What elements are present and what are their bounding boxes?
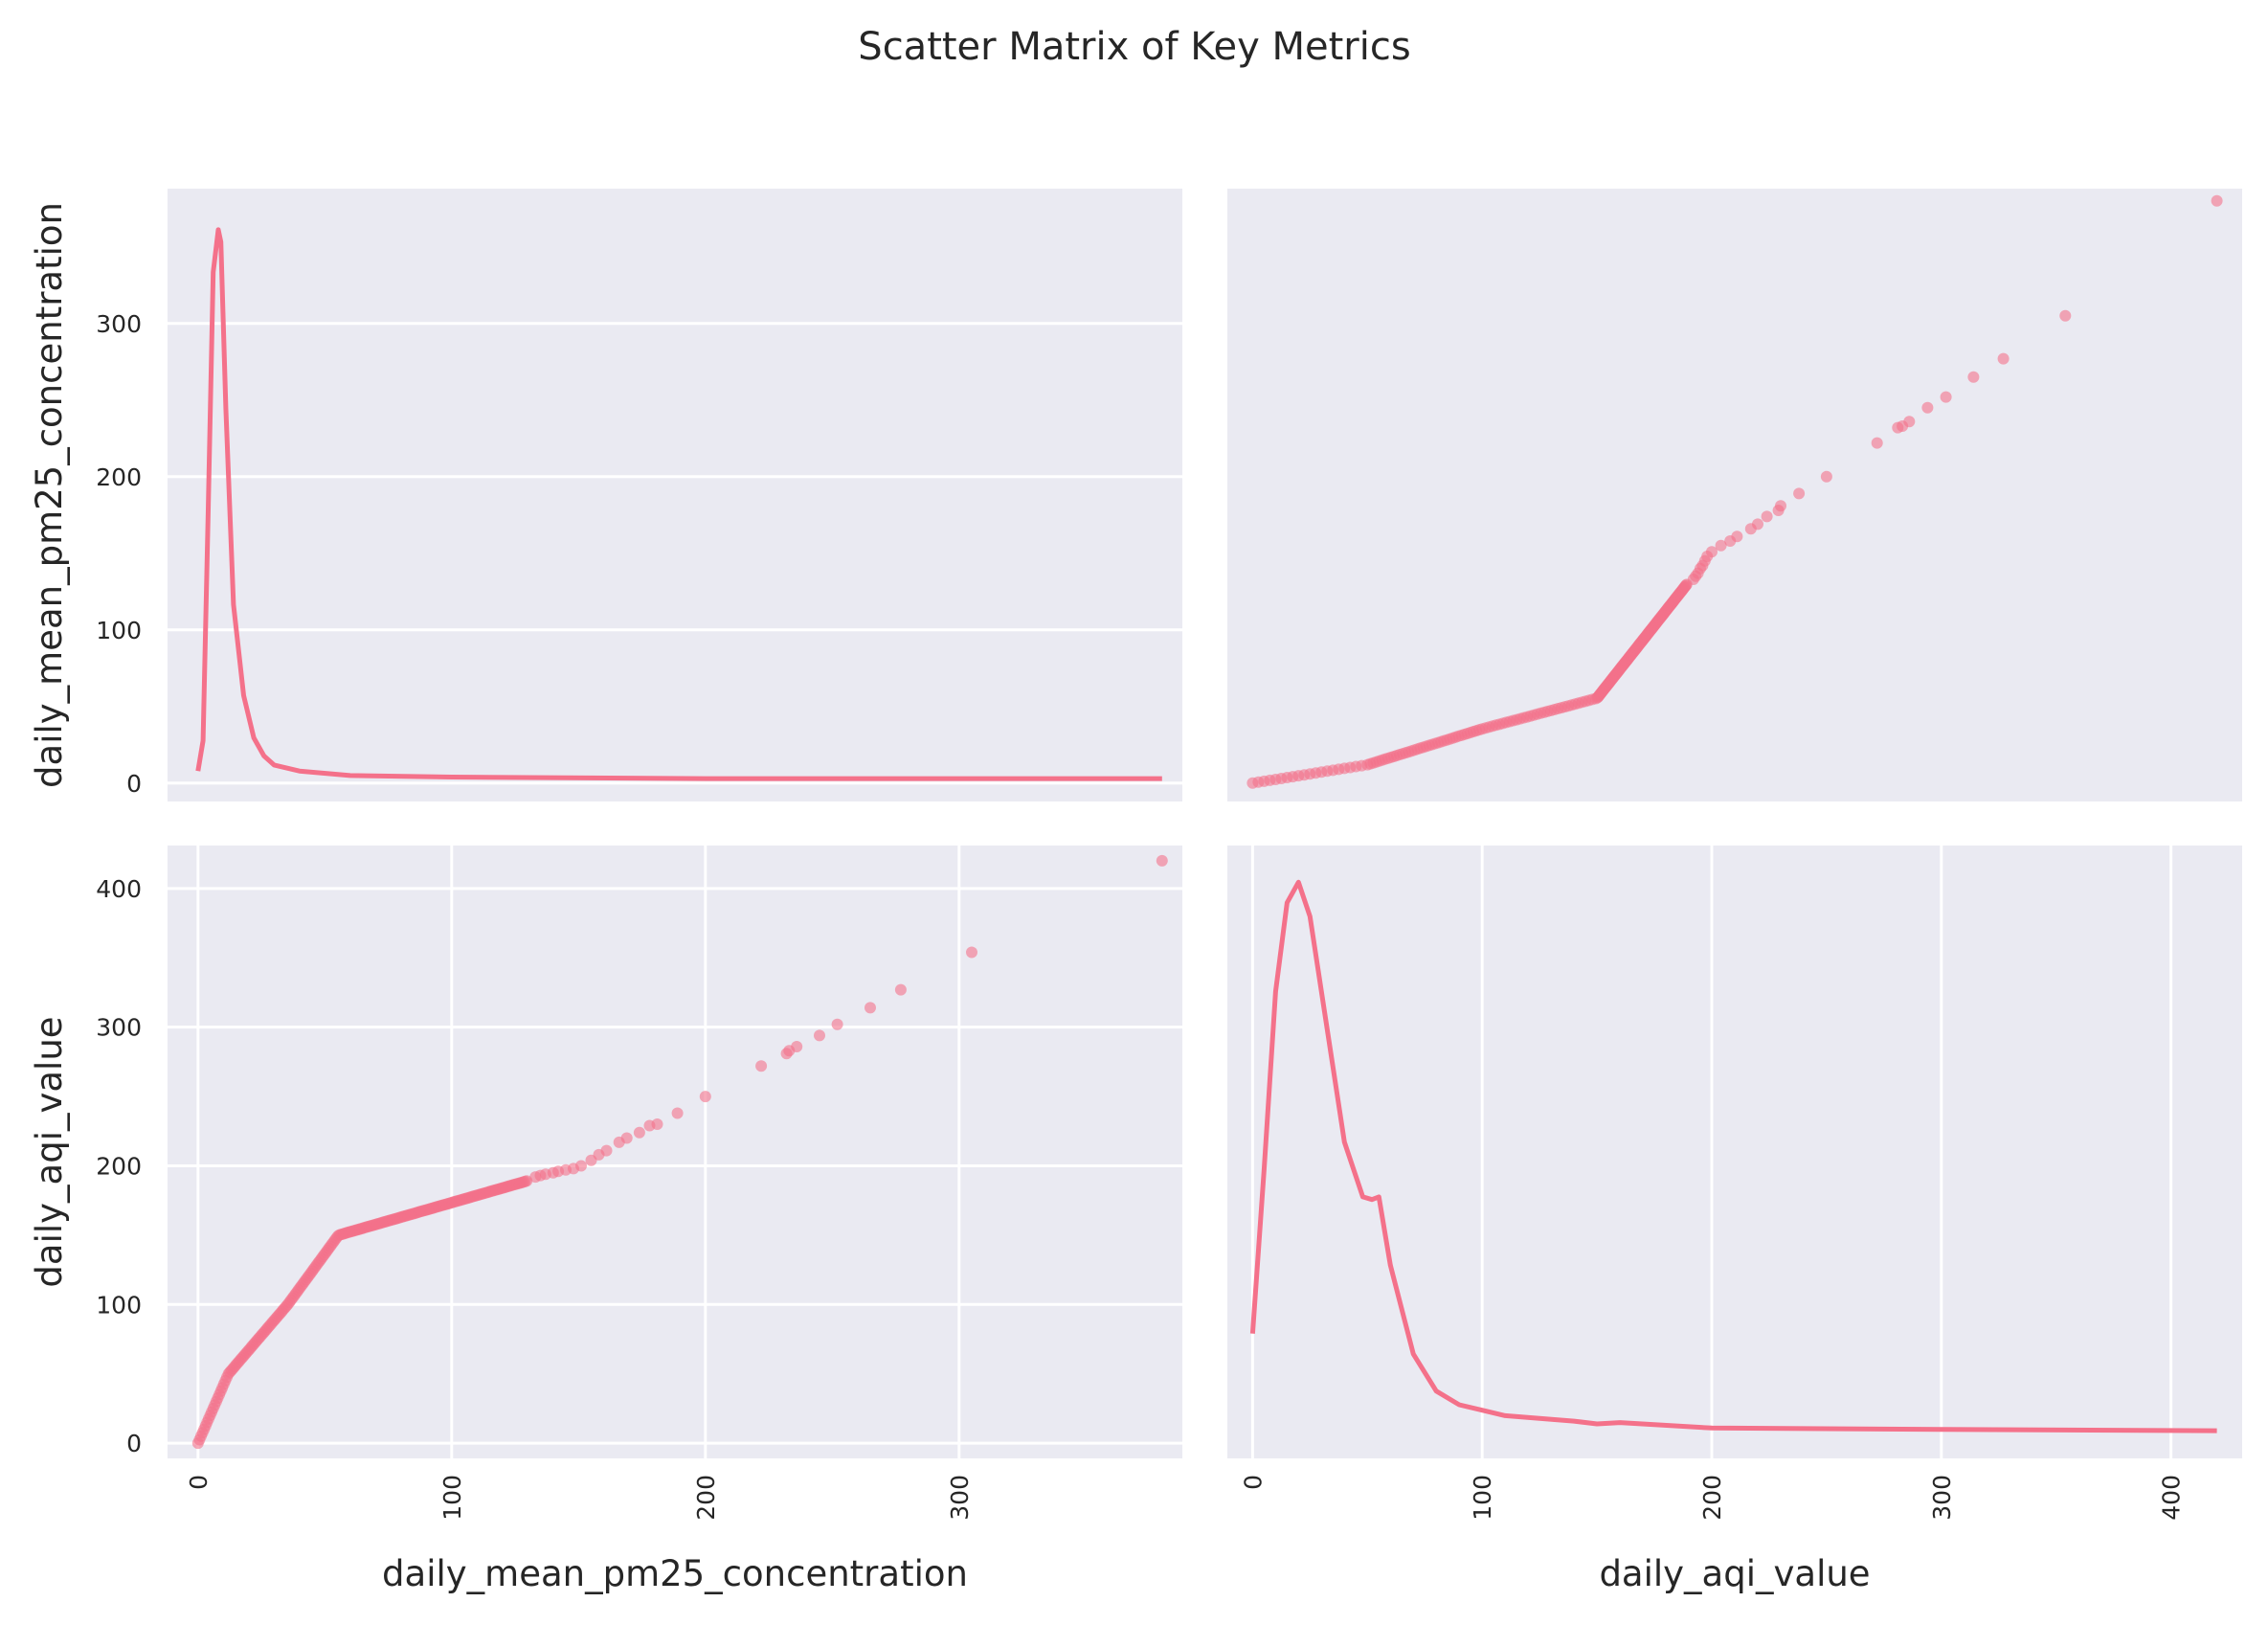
scatter-point: [633, 1126, 645, 1139]
y-tick-label: 300: [96, 1014, 142, 1042]
kde-curve-daily_aqi_value: [1249, 879, 2217, 1433]
x-tick-label: 300: [946, 1475, 974, 1521]
scatter-point: [814, 1029, 825, 1042]
scatter-point: [1903, 416, 1916, 428]
y-axis-label: daily_mean_pm25_concentration: [29, 202, 70, 788]
scatter-point: [966, 946, 977, 959]
axis-labels-layer: 0 100 200 300 0 100 200 300 400 0 100 200 300 0 100 200…: [29, 202, 2186, 1594]
scatter-point: [791, 1041, 803, 1052]
y-tick-label: 100: [96, 1291, 142, 1319]
y-axis-label: daily_aqi_value: [29, 1016, 70, 1287]
x-axis-label: daily_aqi_value: [1599, 1553, 1870, 1594]
y-tick-label: 100: [96, 617, 142, 644]
x-tick-label: 200: [692, 1475, 720, 1521]
x-tick-label: 400: [2158, 1475, 2186, 1521]
scatter-point: [575, 1160, 587, 1172]
panels-layer: [168, 189, 2242, 1458]
x-tick-label: 100: [438, 1475, 466, 1521]
scatter-point: [620, 1132, 633, 1144]
scatter-point: [521, 1175, 533, 1187]
scatter-point: [2059, 309, 2072, 322]
panel-daily_mean_pm25_concentration-vs-daily_mean_pm25_concentration: [168, 189, 1182, 801]
scatter-point: [1921, 401, 1934, 414]
scatter-point: [1967, 371, 1980, 383]
panel-daily_aqi_value-vs-daily_aqi_value: [1227, 846, 2242, 1458]
scatter-point: [1156, 854, 1168, 867]
scatter-point: [894, 983, 907, 996]
scatter-point: [2211, 194, 2223, 207]
y-tick-label: 200: [96, 1152, 142, 1180]
scatter-point: [865, 1002, 876, 1014]
x-tick-label: 0: [185, 1475, 213, 1490]
scatter-point: [1731, 530, 1743, 543]
scatter-point: [1775, 500, 1786, 512]
scatter-point: [1871, 437, 1883, 449]
y-tick-label: 400: [96, 875, 142, 903]
x-tick-label: 0: [1239, 1475, 1267, 1490]
scatter-point: [1752, 518, 1763, 530]
scatter-point: [1820, 470, 1832, 483]
kde-curve-daily_mean_pm25_concentration: [195, 227, 1162, 781]
panel-daily_mean_pm25_concentration-vs-daily_aqi_value: [1227, 189, 2242, 801]
y-tick-label: 300: [96, 310, 142, 338]
x-tick-label: 200: [1698, 1475, 1726, 1521]
scatter-point: [600, 1144, 613, 1157]
scatter-point: [831, 1018, 843, 1030]
panel-background: [168, 846, 1182, 1458]
scatter-point: [1706, 546, 1718, 558]
x-tick-label: 100: [1469, 1475, 1496, 1521]
figure-title: Scatter Matrix of Key Metrics: [858, 25, 1410, 69]
scatter-point: [1761, 510, 1773, 523]
panel-daily_aqi_value-vs-daily_mean_pm25_concentration: [168, 846, 1182, 1458]
y-tick-label: 200: [96, 463, 142, 491]
x-tick-label: 300: [1928, 1475, 1956, 1521]
panel-background: [1227, 846, 2242, 1458]
scatter-point: [1940, 391, 1952, 403]
y-tick-label: 0: [126, 1430, 142, 1457]
scatter-point: [699, 1091, 711, 1103]
scatter-point: [755, 1060, 768, 1072]
y-tick-label: 0: [126, 770, 142, 798]
panel-background: [1227, 189, 2242, 801]
panel-background: [168, 189, 1182, 801]
scatter-point: [651, 1118, 663, 1130]
scatter-point: [1793, 487, 1806, 500]
x-axis-label: daily_mean_pm25_concentration: [382, 1553, 968, 1594]
scatter-point: [1715, 539, 1727, 552]
scatter-point: [1997, 352, 2010, 365]
scatter-point: [671, 1107, 684, 1119]
